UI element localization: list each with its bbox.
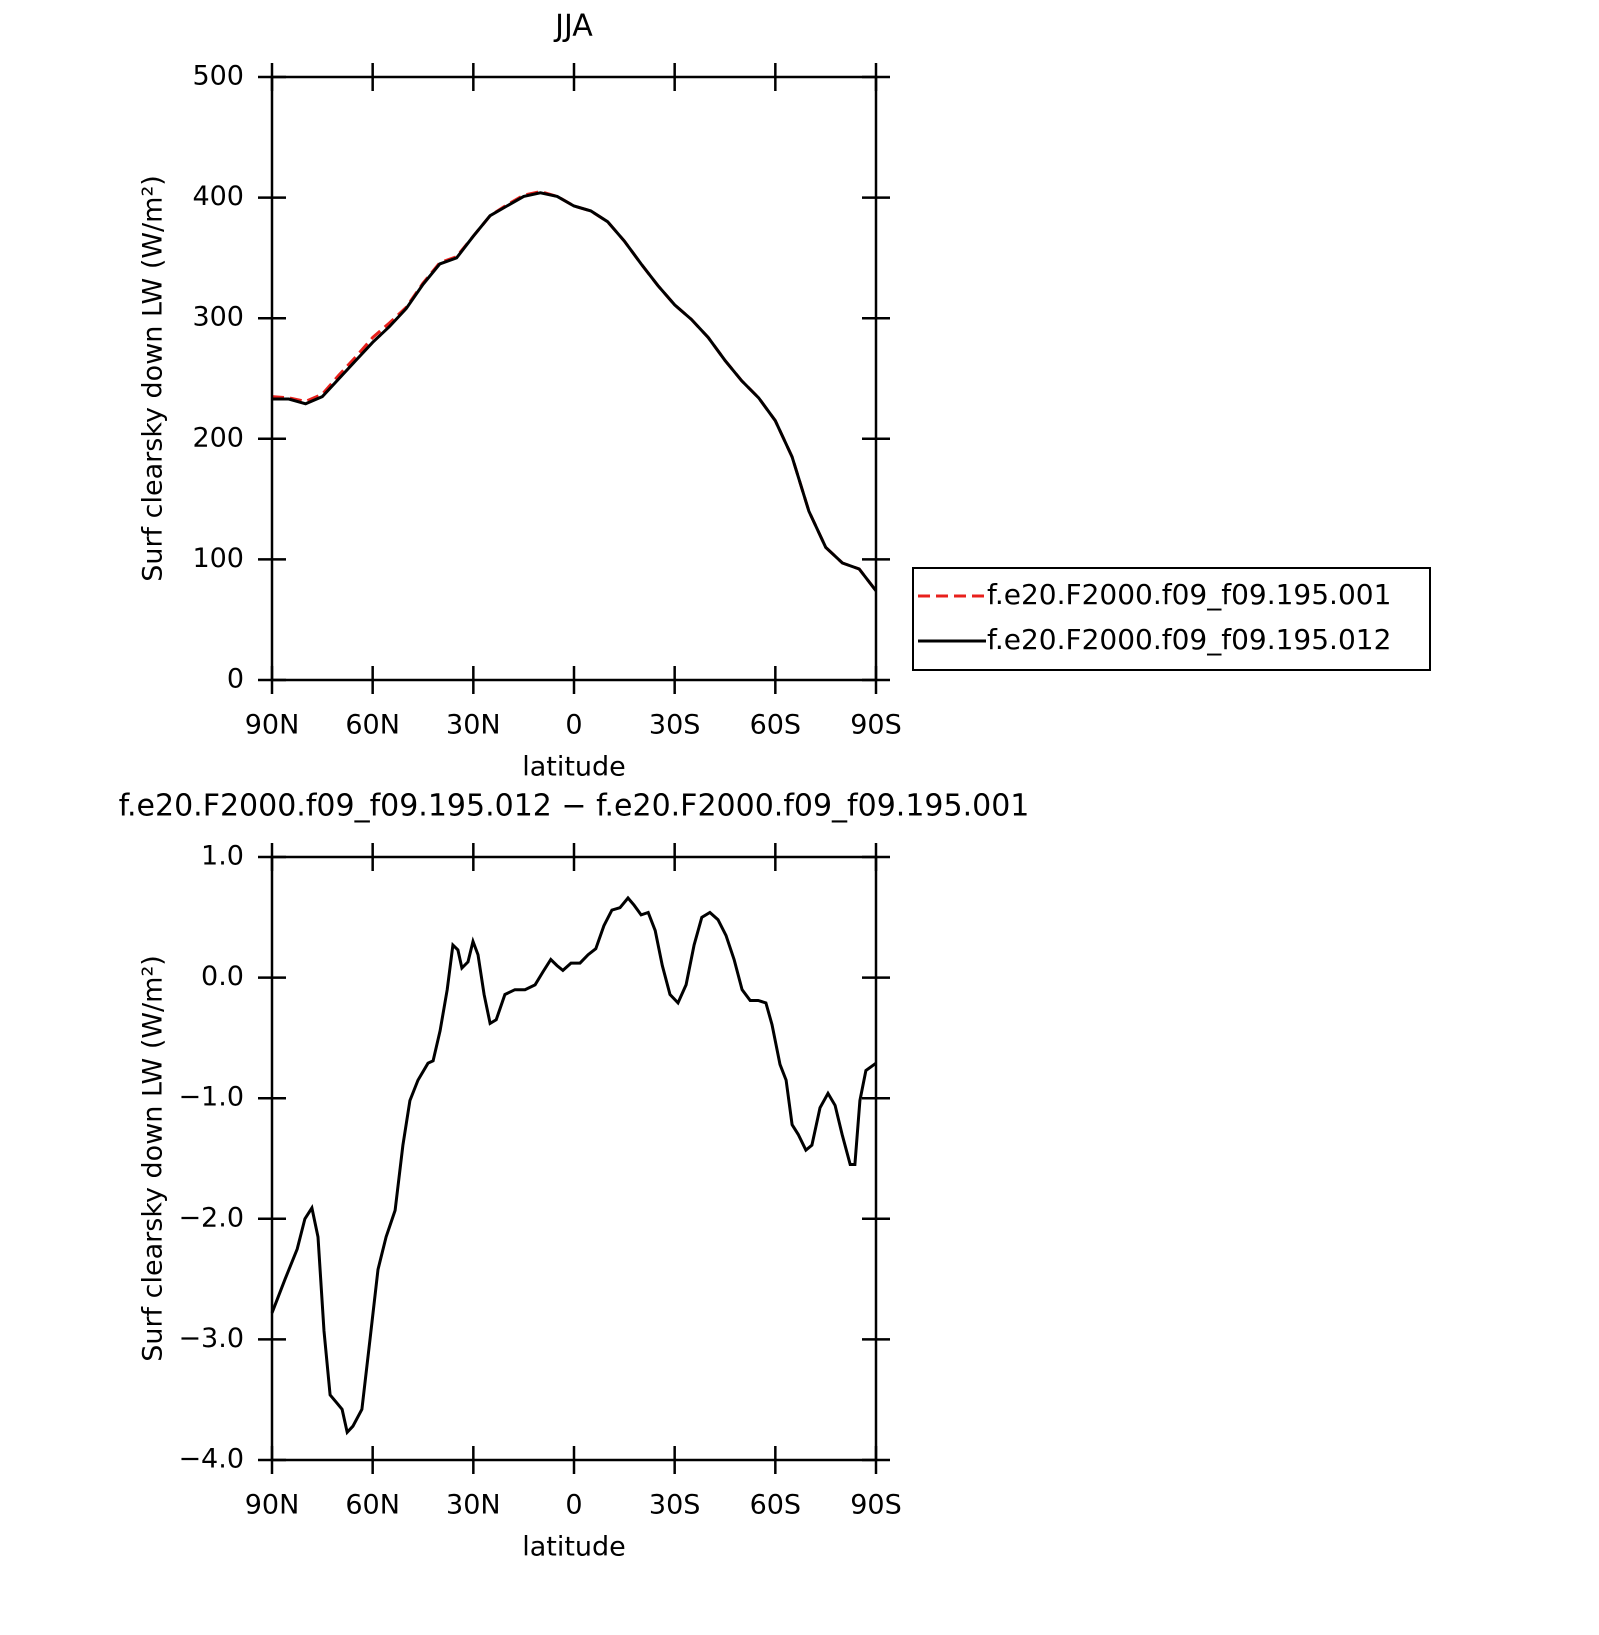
y-tick-label: 100 (192, 543, 244, 574)
x-tick-label: 60N (345, 1490, 400, 1521)
x-tick-label: 60N (345, 710, 400, 741)
y-tick-label: 200 (192, 422, 244, 453)
plot-frame (270, 75, 878, 682)
y-tick-label: −2.0 (178, 1202, 244, 1233)
x-axis-label: latitude (522, 752, 626, 783)
chart-title: f.e20.F2000.f09_f09.195.012 − f.e20.F200… (119, 789, 1030, 824)
legend-label: f.e20.F2000.f09_f09.195.012 (987, 623, 1391, 656)
x-tick-label: 30S (649, 1490, 701, 1521)
x-tick-label: 30N (446, 710, 501, 741)
x-tick-label: 0 (565, 1490, 582, 1521)
y-tick-label: 0.0 (201, 961, 244, 992)
y-axis-label: Surf clearsky down LW (W/m²) (138, 955, 169, 1362)
x-tick-label: 90N (245, 710, 300, 741)
y-tick-label: 300 (192, 302, 244, 333)
x-tick-label: 30N (446, 1490, 501, 1521)
chart-title: JJA (553, 9, 593, 44)
legend-label: f.e20.F2000.f09_f09.195.001 (987, 578, 1391, 611)
x-tick-label: 90S (850, 710, 902, 741)
x-tick-label: 60S (750, 710, 802, 741)
y-tick-label: −3.0 (178, 1323, 244, 1354)
y-tick-label: 400 (192, 181, 244, 212)
y-axis-label: Surf clearsky down LW (W/m²) (138, 175, 169, 582)
x-tick-label: 0 (565, 710, 582, 741)
data-line (270, 895, 877, 1436)
x-tick-label: 90N (245, 1490, 300, 1521)
y-tick-label: −1.0 (178, 1082, 244, 1113)
legend-box (912, 567, 1431, 671)
x-tick-label: 60S (750, 1490, 802, 1521)
x-axis-label: latitude (522, 1532, 626, 1563)
plot-frame (270, 855, 878, 1462)
y-tick-label: 0 (227, 664, 244, 695)
y-tick-label: 1.0 (201, 841, 244, 872)
y-tick-label: 500 (192, 61, 244, 92)
x-tick-label: 90S (850, 1490, 902, 1521)
y-tick-label: −4.0 (178, 1444, 244, 1475)
x-tick-label: 30S (649, 710, 701, 741)
data-line (271, 190, 878, 592)
data-line (272, 191, 878, 592)
